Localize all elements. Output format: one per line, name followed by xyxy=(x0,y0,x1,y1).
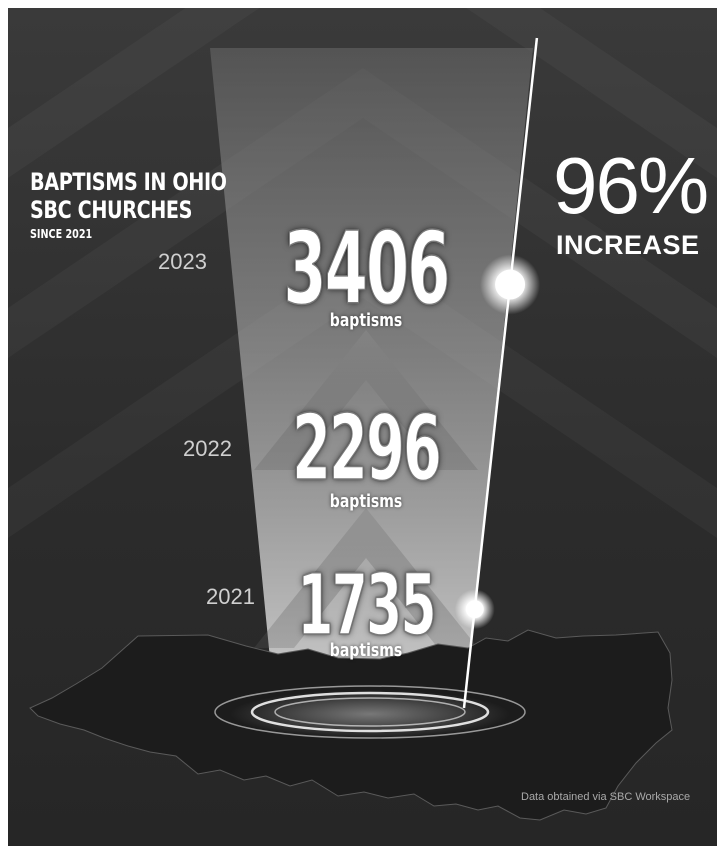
year-label: 2022 xyxy=(183,436,232,461)
chart-title-line2: SBC CHURCHES xyxy=(30,196,193,224)
data-point xyxy=(495,269,526,300)
beam-chevrons xyxy=(254,330,478,648)
value-label: 2296 xyxy=(292,395,443,502)
chart-title-line1: BAPTISMS IN OHIO xyxy=(30,168,227,196)
trend-line-group xyxy=(454,37,541,709)
unit-label: baptisms xyxy=(329,310,403,331)
year-label: 2023 xyxy=(158,249,207,274)
increase-label: INCREASE xyxy=(556,230,700,260)
year-label: 2021 xyxy=(206,584,255,609)
unit-label: baptisms xyxy=(329,491,403,512)
infographic: BAPTISMS IN OHIO SBC CHURCHES SINCE 2021… xyxy=(8,8,717,846)
data-point xyxy=(465,600,484,619)
value-label: 1735 xyxy=(297,555,437,655)
infographic-artwork xyxy=(29,37,673,821)
source-note: Data obtained via SBC Workspace xyxy=(521,791,691,803)
beam-base xyxy=(214,685,526,739)
chart-subtitle: SINCE 2021 xyxy=(30,227,93,241)
unit-label: baptisms xyxy=(329,640,403,661)
increase-percentage: 96% xyxy=(553,141,709,230)
value-label: 3406 xyxy=(283,209,451,328)
